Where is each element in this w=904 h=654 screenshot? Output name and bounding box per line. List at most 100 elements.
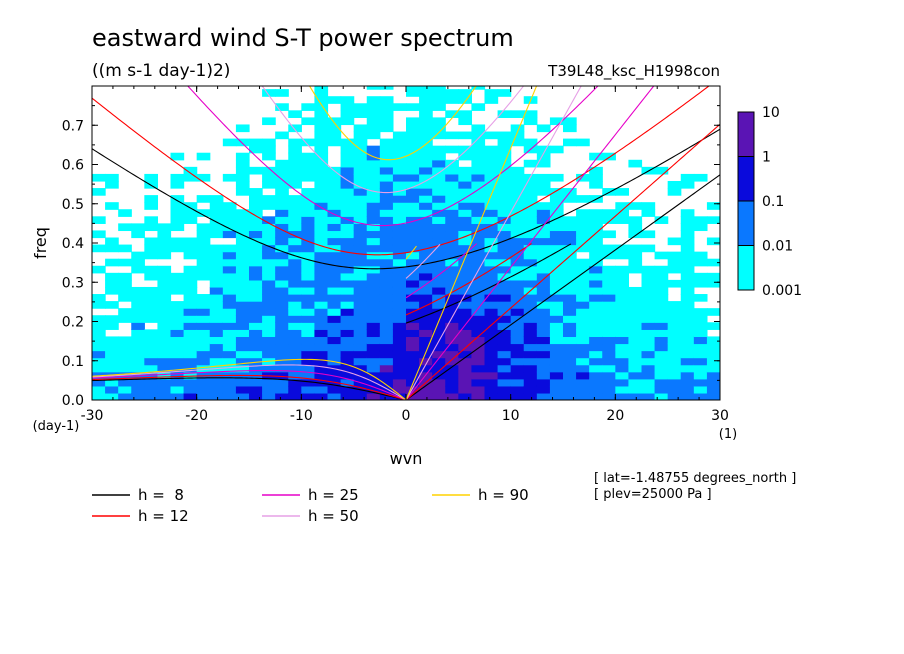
heatmap-cell xyxy=(118,209,132,217)
heatmap-cell xyxy=(576,138,590,147)
heatmap-cell xyxy=(602,350,616,359)
heatmap-cell xyxy=(183,385,198,394)
heatmap-cell xyxy=(523,294,538,302)
heatmap-cell xyxy=(235,322,250,330)
heatmap-cell xyxy=(392,378,407,387)
heatmap-cell xyxy=(262,166,276,175)
heatmap-cell xyxy=(445,251,459,260)
heatmap-cell xyxy=(157,336,172,345)
heatmap-cell xyxy=(536,258,551,267)
heatmap-cell xyxy=(92,244,106,253)
heatmap-cell xyxy=(222,294,237,302)
heatmap-cell xyxy=(654,343,669,352)
colorbar-label: 1 xyxy=(762,150,771,166)
heatmap-cell xyxy=(366,294,381,302)
legend-label: h = 50 xyxy=(308,507,359,525)
heatmap-cell xyxy=(314,117,329,126)
heatmap-cell xyxy=(353,180,368,189)
heatmap-cell xyxy=(628,286,643,295)
heatmap-cell xyxy=(445,286,459,295)
heatmap-cell xyxy=(340,209,355,217)
heatmap-cell xyxy=(563,117,577,126)
heatmap-cell xyxy=(680,272,695,281)
heatmap-cell xyxy=(523,392,538,400)
heatmap-cell xyxy=(628,223,643,232)
heatmap-cell xyxy=(602,279,616,288)
heatmap-cell xyxy=(458,145,473,154)
heatmap-cell xyxy=(170,152,185,161)
heatmap-cell xyxy=(576,209,590,217)
mrg-wave-curve xyxy=(405,243,478,299)
heatmap-cell xyxy=(471,364,486,373)
heatmap-cell xyxy=(105,315,119,323)
heatmap-cell xyxy=(105,237,119,246)
heatmap-cell xyxy=(589,244,603,253)
heatmap-cell xyxy=(366,209,381,217)
heatmap-cell xyxy=(301,308,316,316)
heatmap-cell xyxy=(471,124,486,133)
heatmap-cell xyxy=(576,294,590,302)
heatmap-cell xyxy=(288,350,302,359)
heatmap-cell xyxy=(445,209,459,217)
colorbar-label: 0.01 xyxy=(762,239,793,255)
heatmap-cell xyxy=(471,202,486,210)
heatmap-cell xyxy=(667,180,682,189)
heatmap-cell xyxy=(406,131,420,140)
heatmap-cell xyxy=(471,180,486,189)
heatmap-cell xyxy=(144,272,159,281)
heatmap-cell xyxy=(209,357,224,366)
heatmap-cell xyxy=(157,272,172,281)
heatmap-cell xyxy=(497,244,512,253)
heatmap-cell xyxy=(235,244,250,253)
heatmap-cell xyxy=(275,103,289,111)
heatmap-cell xyxy=(301,202,316,210)
heatmap-cell xyxy=(105,173,119,182)
heatmap-cell xyxy=(536,202,551,210)
heatmap-cell xyxy=(327,96,342,104)
heatmap-cell xyxy=(641,272,656,281)
heatmap-cell xyxy=(576,216,590,224)
heatmap-cell xyxy=(497,329,512,338)
heatmap-cell xyxy=(144,251,159,260)
heatmap-cell xyxy=(144,286,159,295)
heatmap-cell xyxy=(340,117,355,126)
heatmap-cell xyxy=(262,308,276,316)
heatmap-cell xyxy=(235,251,250,260)
heatmap-cell xyxy=(432,173,446,182)
heatmap-cell xyxy=(471,258,486,267)
heatmap-cell xyxy=(576,301,590,309)
heatmap-cell xyxy=(419,237,433,246)
heatmap-cell xyxy=(445,315,459,323)
heatmap-cell xyxy=(314,308,329,316)
heatmap-cell xyxy=(563,378,577,387)
heatmap-cell xyxy=(340,195,355,203)
heatmap-cell xyxy=(170,364,185,373)
annotation-lat: [ lat=-1.48755 degrees_north ] xyxy=(594,471,796,486)
heatmap-cell xyxy=(432,308,446,316)
heatmap-cell xyxy=(353,216,368,224)
run-label: T39L48_ksc_H1998con xyxy=(547,62,720,81)
heatmap-cell xyxy=(536,357,551,366)
heatmap-cell xyxy=(680,265,695,274)
heatmap-cell xyxy=(641,202,656,210)
heatmap-cell xyxy=(615,279,630,288)
heatmap-cell xyxy=(327,251,342,260)
heatmap-cell xyxy=(445,230,459,239)
heatmap-cell xyxy=(275,279,289,288)
heatmap-cell xyxy=(209,322,224,330)
heatmap-cell xyxy=(288,357,302,366)
heatmap-cell xyxy=(641,364,656,373)
heatmap-cell xyxy=(432,117,446,126)
heatmap-cell xyxy=(641,244,656,253)
mrg-wave-curve xyxy=(405,245,417,260)
heatmap-cell xyxy=(693,322,708,330)
heatmap-cell xyxy=(563,329,577,338)
heatmap-cell xyxy=(602,308,616,316)
heatmap-cell xyxy=(445,308,459,316)
heatmap-cell xyxy=(406,202,420,210)
x-tick-label: 0 xyxy=(402,408,411,424)
heatmap-cell xyxy=(275,392,289,400)
heatmap-cell xyxy=(262,322,276,330)
heatmap-cell xyxy=(301,350,316,359)
mrg-wave-curve xyxy=(405,243,532,316)
